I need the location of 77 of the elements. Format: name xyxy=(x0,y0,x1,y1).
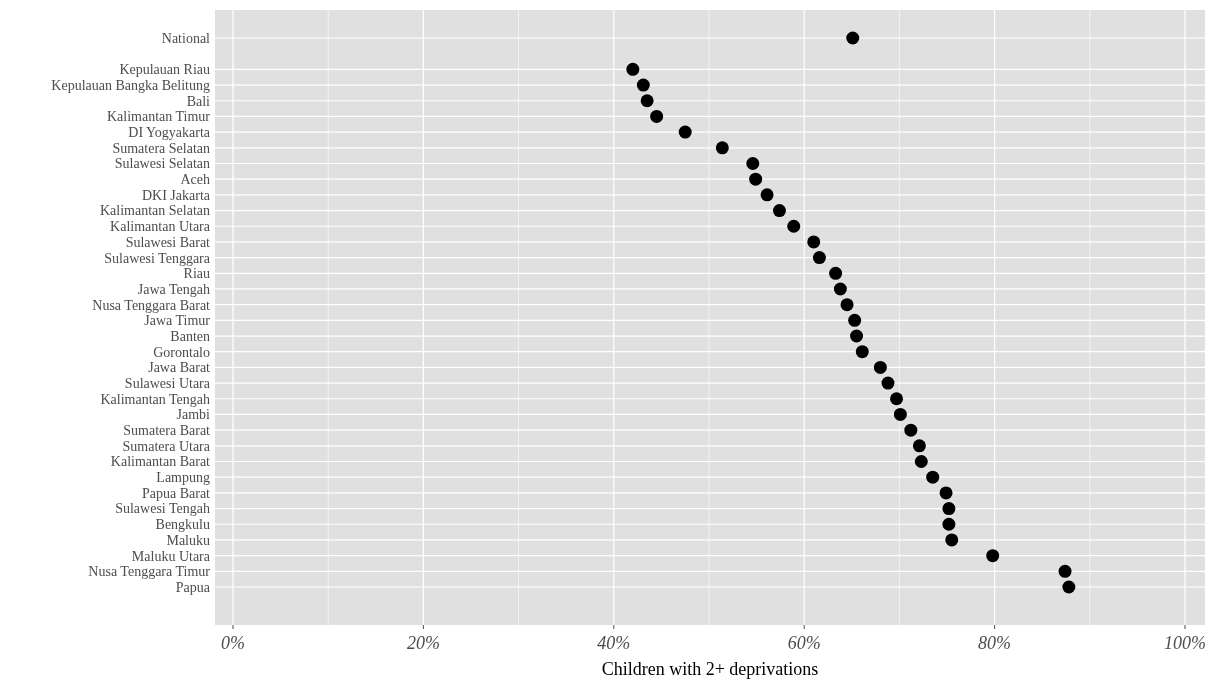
y-tick-label: Papua Barat xyxy=(141,485,211,501)
point xyxy=(926,470,940,484)
point xyxy=(829,266,843,280)
point xyxy=(945,533,959,547)
y-tick-label: Banten xyxy=(170,328,210,344)
point xyxy=(942,517,956,531)
point xyxy=(807,235,821,249)
x-tick-label: 60% xyxy=(787,633,821,653)
point xyxy=(914,455,928,469)
y-tick-label: Jawa Barat xyxy=(148,360,211,376)
y-tick-label: Sulawesi Tengah xyxy=(115,501,210,517)
x-tick-label: 20% xyxy=(406,633,440,653)
y-tick-label: Jawa Tengah xyxy=(137,281,210,297)
y-tick-label: Kalimantan Utara xyxy=(110,219,211,235)
point xyxy=(942,502,956,516)
point xyxy=(640,94,654,108)
point xyxy=(650,109,664,123)
point xyxy=(626,62,640,76)
point xyxy=(890,392,904,406)
y-tick-label: Nusa Tenggara Timur xyxy=(88,564,211,580)
y-tick-label: Kepulauan Bangka Belitung xyxy=(51,77,210,93)
y-tick-label: Bali xyxy=(186,93,211,109)
point xyxy=(1058,564,1072,578)
point xyxy=(840,298,854,312)
point xyxy=(812,251,826,265)
y-tick-label: Lampung xyxy=(156,470,210,486)
y-tick-label: Sulawesi Barat xyxy=(125,234,211,250)
x-tick-label: 0% xyxy=(221,633,245,653)
y-tick-label: Kepulauan Riau xyxy=(119,62,210,78)
y-tick-label: Sulawesi Selatan xyxy=(114,156,210,172)
point xyxy=(848,313,862,327)
point xyxy=(749,172,763,186)
y-tick-label: Maluku Utara xyxy=(131,548,211,564)
y-tick-label: Sumatera Barat xyxy=(123,423,211,439)
point xyxy=(850,329,864,343)
x-axis-title: Children with 2+ deprivations xyxy=(601,659,819,679)
x-tick-label: 100% xyxy=(1164,633,1206,653)
point xyxy=(904,423,918,437)
point xyxy=(912,439,926,453)
point xyxy=(855,345,869,359)
point xyxy=(772,204,786,218)
y-tick-label: Kalimantan Tengah xyxy=(100,391,210,407)
y-tick-label: DKI Jakarta xyxy=(141,187,211,203)
y-tick-label: Nusa Tenggara Barat xyxy=(92,297,211,313)
point xyxy=(715,141,729,155)
y-tick-label: Papua xyxy=(175,579,211,595)
point xyxy=(760,188,774,202)
y-tick-label: Kalimantan Barat xyxy=(110,454,211,470)
y-tick-label: Kalimantan Timur xyxy=(106,109,211,125)
y-tick-label: Gorontalo xyxy=(153,344,210,360)
point xyxy=(881,376,895,390)
point xyxy=(746,156,760,170)
point xyxy=(1062,580,1076,594)
x-tick-label: 80% xyxy=(978,633,1012,653)
y-tick-label: Maluku xyxy=(166,532,210,548)
y-tick-label: Aceh xyxy=(180,172,210,188)
y-tick-label: Sulawesi Tenggara xyxy=(104,250,211,266)
x-tick-label: 40% xyxy=(597,633,631,653)
point xyxy=(939,486,953,500)
point xyxy=(833,282,847,296)
y-tick-label: Bengkulu xyxy=(155,517,210,533)
point xyxy=(846,31,860,45)
y-tick-label: National xyxy=(161,30,211,46)
y-tick-label: Sumatera Utara xyxy=(122,438,211,454)
point xyxy=(678,125,692,139)
y-tick-label: Sumatera Selatan xyxy=(112,140,210,156)
y-tick-label: DI Yogyakarta xyxy=(128,125,211,141)
y-tick-label: Kalimantan Selatan xyxy=(99,203,210,219)
point xyxy=(787,219,801,233)
point xyxy=(986,549,1000,563)
y-tick-label: Jambi xyxy=(176,407,211,423)
point xyxy=(636,78,650,92)
y-tick-label: Jawa Timur xyxy=(144,313,211,329)
point xyxy=(873,360,887,374)
y-tick-label: Riau xyxy=(183,266,210,282)
y-tick-label: Sulawesi Utara xyxy=(124,375,211,391)
point xyxy=(893,407,907,421)
